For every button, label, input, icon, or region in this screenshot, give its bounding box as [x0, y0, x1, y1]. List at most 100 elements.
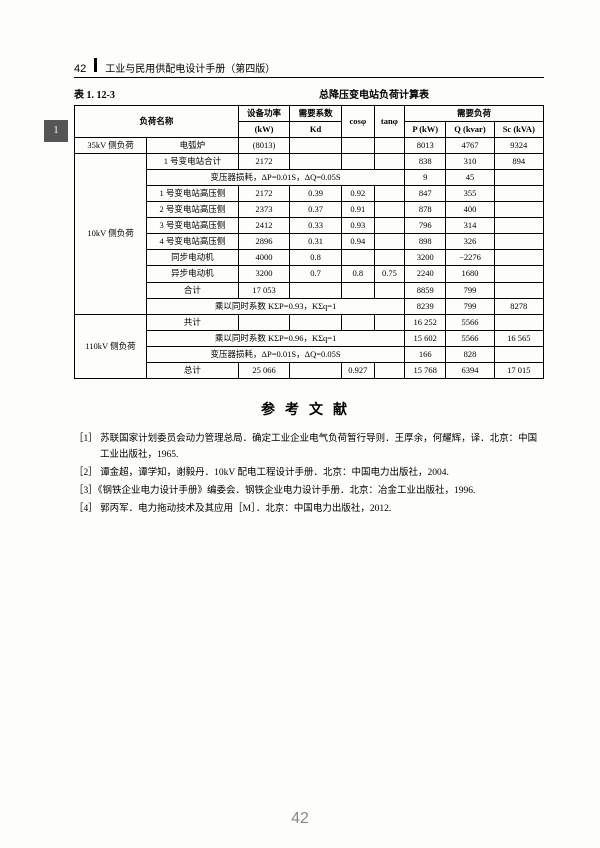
cell: 3200: [405, 250, 446, 266]
cell: [290, 154, 342, 170]
cell: 894: [494, 154, 543, 170]
cell-merge: 乘以同时系数 KΣP=0.93，KΣq=1: [147, 298, 405, 314]
cell: 0.39: [290, 186, 342, 202]
cell: 2172: [238, 154, 290, 170]
cell: 898: [405, 234, 446, 250]
table-row: 10kV 侧负荷 1 号变电站合计 2172 838 310 894: [75, 154, 544, 170]
cell: 0.7: [290, 266, 342, 282]
load-calculation-table: 负荷名称 设备功率 需要系数 cosφ tanφ 需要负荷 (kW) Kd P …: [74, 105, 544, 379]
cell: 838: [405, 154, 446, 170]
cell: 4767: [446, 138, 494, 154]
cell: [494, 250, 543, 266]
reference-item: ［4］ 郭丙军．电力拖动技术及其应用［M］．北京：中国电力出版社，2012.: [74, 501, 544, 517]
cell: 2373: [238, 202, 290, 218]
cell: 2172: [238, 186, 290, 202]
cell: 15 602: [405, 330, 446, 346]
page-number-bottom: 42: [0, 810, 600, 828]
cell: 796: [405, 218, 446, 234]
cell: [494, 234, 543, 250]
cell: 1 号变电站合计: [147, 154, 239, 170]
cell: [341, 250, 374, 266]
cell: 35kV 侧负荷: [75, 138, 147, 154]
chapter-tab: 1: [44, 120, 68, 142]
cell: [374, 218, 404, 234]
table-header-row: 负荷名称 设备功率 需要系数 cosφ tanφ 需要负荷: [75, 106, 544, 122]
cell: 25 066: [238, 362, 290, 378]
cell: 16 252: [405, 314, 446, 330]
cell: [341, 282, 374, 298]
cell: 355: [446, 186, 494, 202]
cell: 828: [446, 346, 494, 362]
cell: 6394: [446, 362, 494, 378]
cell: [374, 362, 404, 378]
cell: 0.75: [374, 266, 404, 282]
cell: 8859: [405, 282, 446, 298]
cell: 电弧炉: [147, 138, 239, 154]
cell: 166: [405, 346, 446, 362]
cell: 17 015: [494, 362, 543, 378]
cell: 3 号变电站高压侧: [147, 218, 239, 234]
cell: [494, 346, 543, 362]
reference-item: ［1］ 苏联国家计划委员会动力管理总局．确定工业企业电气负荷暂行导则．王厚余，何…: [74, 431, 544, 463]
cell: 1 号变电站高压侧: [147, 186, 239, 202]
col-loadname: 负荷名称: [75, 106, 239, 138]
col-p: P (kW): [405, 122, 446, 138]
col-kd: Kd: [290, 122, 342, 138]
cell: 0.94: [341, 234, 374, 250]
cell: 9: [405, 170, 446, 186]
cell: 799: [446, 282, 494, 298]
cell: 17 053: [238, 282, 290, 298]
cell: [341, 314, 374, 330]
cell: 310: [446, 154, 494, 170]
cell: 9324: [494, 138, 543, 154]
cell: 4 号变电站高压侧: [147, 234, 239, 250]
cell: 0.93: [341, 218, 374, 234]
cell: (8013): [238, 138, 290, 154]
cell: 0.8: [341, 266, 374, 282]
cell: [290, 282, 342, 298]
cell: 15 768: [405, 362, 446, 378]
cell: [494, 314, 543, 330]
table-number: 表 1. 12-3: [74, 86, 204, 101]
cell: [374, 282, 404, 298]
cell-merge: 变压器损耗，ΔP=0.01S，ΔQ=0.05S: [147, 346, 405, 362]
cell: [290, 314, 342, 330]
col-q: Q (kvar): [446, 122, 494, 138]
cell: 合计: [147, 282, 239, 298]
cell: [374, 186, 404, 202]
col-equip-power: 设备功率: [238, 106, 290, 122]
cell: 8013: [405, 138, 446, 154]
cell: 5566: [446, 330, 494, 346]
reference-item: ［3］《钢铁企业电力设计手册》编委会．钢铁企业电力设计手册．北京：冶金工业出版社…: [74, 483, 544, 499]
cell: 2240: [405, 266, 446, 282]
cell: 8239: [405, 298, 446, 314]
col-demand-factor: 需要系数: [290, 106, 342, 122]
cell: 0.33: [290, 218, 342, 234]
page: 1 42 工业与民用供配电设计手册（第四版） 表 1. 12-3 总降压变电站负…: [0, 0, 600, 848]
cell: 5566: [446, 314, 494, 330]
cell: 异步电动机: [147, 266, 239, 282]
cell: −2276: [446, 250, 494, 266]
cell: 4000: [238, 250, 290, 266]
cell: 2 号变电站高压侧: [147, 202, 239, 218]
cell: [374, 138, 404, 154]
cell: 共计: [147, 314, 239, 330]
cell: [374, 154, 404, 170]
cell: 326: [446, 234, 494, 250]
cell-10kv: 10kV 侧负荷: [75, 154, 147, 314]
col-tanphi: tanφ: [374, 106, 404, 138]
cell: 8278: [494, 298, 543, 314]
table-title: 总降压变电站负荷计算表: [204, 86, 544, 101]
header-divider: [94, 58, 97, 72]
reference-item: ［2］ 谭金超，谭学知，谢毅丹．10kV 配电工程设计手册．北京：中国电力出版社…: [74, 465, 544, 481]
cell: 2896: [238, 234, 290, 250]
cell: [494, 218, 543, 234]
cell-merge: 变压器损耗，ΔP=0.01S，ΔQ=0.05S: [147, 170, 405, 186]
cell: 2412: [238, 218, 290, 234]
cell: 314: [446, 218, 494, 234]
col-s: Sc (kVA): [494, 122, 543, 138]
page-number-top: 42: [74, 63, 86, 75]
cell: [341, 154, 374, 170]
table-caption: 表 1. 12-3 总降压变电站负荷计算表: [74, 86, 544, 101]
running-header: 42 工业与民用供配电设计手册（第四版）: [74, 58, 544, 78]
